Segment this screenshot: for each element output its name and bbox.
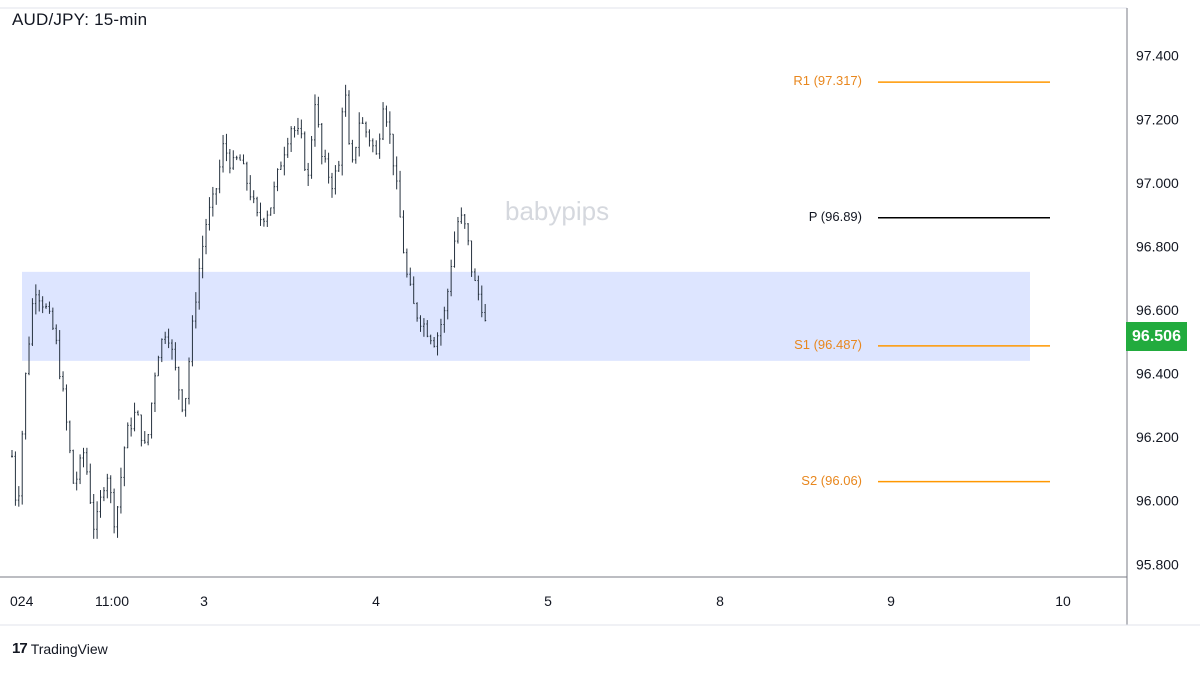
y-tick-label: 97.000 — [1136, 175, 1179, 191]
tradingview-brand[interactable]: 17 TradingView — [12, 640, 108, 657]
y-tick-label: 96.000 — [1136, 493, 1179, 509]
x-tick-label: 024 — [10, 593, 34, 609]
pivot-lines-group — [878, 81, 1132, 483]
time-axis[interactable]: 024 11:00 3 4 5 8 9 10 — [10, 593, 1071, 609]
y-tick-label: 97.400 — [1136, 48, 1179, 64]
tradingview-logo-icon: 17 — [12, 640, 28, 657]
pivot-label-support: S2 (96.06) — [801, 472, 862, 488]
x-tick-label: 8 — [716, 593, 724, 609]
x-tick-label: 10 — [1055, 593, 1071, 609]
current-price-tag: 96.506 — [1126, 322, 1187, 351]
x-tick-label: 3 — [200, 593, 208, 609]
y-tick-label: 96.600 — [1136, 302, 1179, 318]
candles-group — [11, 84, 487, 539]
x-tick-label: 11:00 — [95, 593, 129, 609]
support-zone — [22, 271, 1030, 361]
watermark: babypips — [505, 196, 610, 226]
brand-name: TradingView — [30, 640, 108, 657]
y-tick-label: 96.200 — [1136, 429, 1179, 445]
pivot-label-support: S1 (96.487) — [794, 336, 862, 352]
chart-title: AUD/JPY: 15-min — [12, 10, 148, 29]
y-tick-label: 96.800 — [1136, 238, 1179, 254]
x-tick-label: 9 — [887, 593, 895, 609]
price-axis[interactable]: 97.400 97.200 97.000 96.800 96.600 96.400 96.2… — [1136, 48, 1179, 573]
x-tick-label: 5 — [544, 593, 552, 609]
y-tick-label: 97.200 — [1136, 111, 1179, 127]
y-tick-label: 96.400 — [1136, 366, 1179, 382]
pivot-label-resistance: R1 (97.317) — [793, 73, 862, 89]
y-tick-label: 95.800 — [1136, 556, 1179, 572]
x-tick-label: 4 — [372, 593, 380, 609]
pivot-label-pivot: P (96.89) — [808, 208, 862, 224]
